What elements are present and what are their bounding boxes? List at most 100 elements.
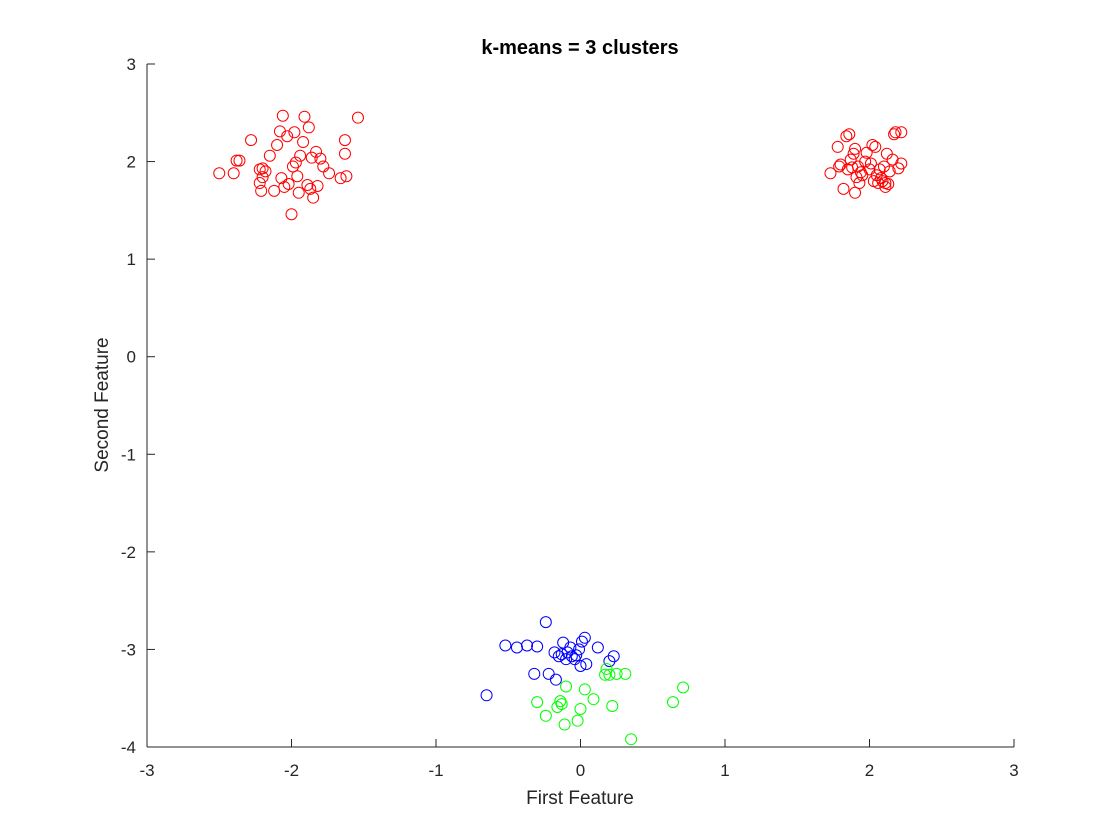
data-point <box>591 641 604 654</box>
data-point <box>302 121 315 134</box>
data-point <box>213 167 226 180</box>
y-tick-label: -4 <box>121 738 136 757</box>
data-point <box>888 128 901 141</box>
data-point <box>879 180 892 193</box>
data-point <box>619 667 632 680</box>
data-point <box>606 700 619 713</box>
data-point <box>291 170 304 183</box>
data-point <box>281 130 294 143</box>
data-point <box>480 689 493 702</box>
data-point <box>282 178 295 191</box>
data-point <box>847 147 860 160</box>
data-point <box>849 142 862 155</box>
data-point <box>573 643 586 656</box>
y-tick-label: 1 <box>127 250 136 269</box>
data-point <box>554 695 567 708</box>
cluster-series <box>480 616 620 702</box>
data-point <box>610 667 623 680</box>
data-point <box>565 650 578 663</box>
data-point <box>876 175 889 188</box>
data-point <box>578 683 591 696</box>
data-point <box>555 698 568 711</box>
x-tick-label: -3 <box>139 761 154 780</box>
data-point <box>531 640 544 653</box>
data-point <box>307 191 320 204</box>
data-point <box>587 693 600 706</box>
data-point <box>883 165 896 178</box>
data-point <box>323 167 336 180</box>
cluster-series <box>531 662 690 746</box>
data-point <box>263 149 276 162</box>
data-point <box>895 126 908 139</box>
data-point <box>521 639 534 652</box>
data-point <box>292 186 305 199</box>
data-point <box>571 714 584 727</box>
data-point <box>268 184 281 197</box>
data-point <box>882 178 895 191</box>
data-point <box>230 154 243 167</box>
data-point <box>271 138 284 151</box>
data-point <box>625 733 638 746</box>
y-tick-label: 3 <box>127 55 136 74</box>
data-point <box>334 172 347 185</box>
data-point <box>294 149 307 162</box>
x-tick-label: -1 <box>428 761 443 780</box>
y-tick-label: 2 <box>127 153 136 172</box>
data-point <box>548 646 561 659</box>
cluster-series <box>213 109 908 221</box>
data-point <box>259 165 272 178</box>
data-point <box>528 667 541 680</box>
data-point <box>600 662 613 675</box>
data-point <box>275 172 288 185</box>
data-point <box>510 641 523 654</box>
data-point <box>859 155 872 168</box>
data-points <box>213 109 908 746</box>
data-point <box>542 667 555 680</box>
data-point <box>499 639 512 652</box>
data-point <box>549 673 562 686</box>
y-tick-label: -1 <box>121 445 136 464</box>
data-point <box>286 160 299 173</box>
data-point <box>607 650 620 663</box>
data-point <box>824 167 837 180</box>
data-point <box>840 130 853 143</box>
data-point <box>603 668 616 681</box>
data-point <box>255 184 268 197</box>
data-point <box>864 157 877 170</box>
data-point <box>539 709 552 722</box>
data-point <box>603 655 616 668</box>
y-tick-label: -3 <box>121 640 136 659</box>
data-point <box>285 208 298 221</box>
data-point <box>227 167 240 180</box>
x-tick-label: -2 <box>284 761 299 780</box>
data-point <box>854 166 867 179</box>
x-tick-label: 0 <box>576 761 585 780</box>
data-point <box>310 145 323 158</box>
data-point <box>831 140 844 153</box>
data-point <box>351 111 364 124</box>
data-point <box>666 696 679 709</box>
data-point <box>575 635 588 648</box>
x-tick-label: 1 <box>720 761 729 780</box>
data-point <box>856 169 869 182</box>
data-point <box>574 702 587 715</box>
data-point <box>560 653 573 666</box>
data-point <box>564 641 577 654</box>
data-point <box>869 140 882 153</box>
data-point <box>314 152 327 165</box>
chart-title: k-means = 3 clusters <box>481 37 678 59</box>
data-point <box>338 134 351 147</box>
data-point <box>599 668 612 681</box>
data-point <box>677 681 690 694</box>
data-point <box>580 658 593 671</box>
data-point <box>880 147 893 160</box>
data-point <box>843 128 856 141</box>
data-point <box>288 126 301 139</box>
data-point <box>233 154 246 167</box>
data-point <box>256 162 269 175</box>
data-point <box>574 660 587 673</box>
data-point <box>895 157 908 170</box>
data-point <box>338 147 351 160</box>
x-axis-label: First Feature <box>526 788 634 809</box>
